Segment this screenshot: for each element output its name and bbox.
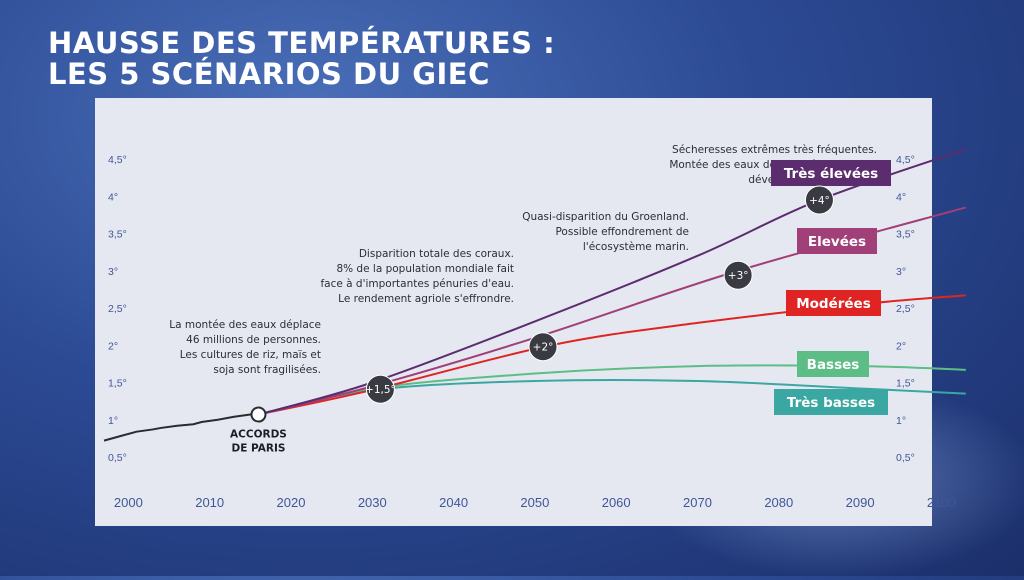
y-tick-label-right: 4° bbox=[896, 191, 906, 203]
series-label-text: Très élevées bbox=[784, 166, 878, 182]
milestone-circle bbox=[723, 260, 753, 290]
x-tick-label: 2000 bbox=[114, 495, 143, 510]
y-tick-label-right: 0,5° bbox=[896, 452, 915, 464]
x-tick-label: 2090 bbox=[846, 495, 875, 510]
x-tick-label: 2030 bbox=[358, 495, 387, 510]
series-label-text: Très basses bbox=[787, 395, 875, 411]
y-tick-label-right: 1° bbox=[896, 415, 906, 427]
historical-line bbox=[103, 413, 259, 442]
series-label-box bbox=[771, 160, 891, 186]
x-tick-label: 2100 bbox=[927, 495, 956, 510]
milestone-marker: +3° bbox=[723, 260, 753, 290]
y-tick-label-left: 3° bbox=[108, 266, 118, 278]
y-axis-left: 0,5° 1° 1,5° 2° 2,5° 3° 3,5° 4° 4,5° bbox=[108, 154, 127, 464]
title-line-2: LES 5 SCÉNARIOS DU GIEC bbox=[48, 57, 490, 91]
series-label-box bbox=[786, 290, 881, 316]
milestone-circle bbox=[804, 185, 834, 215]
y-tick-label-right: 4,5° bbox=[896, 154, 915, 166]
y-tick-label-right: 3° bbox=[896, 266, 906, 278]
milestone-marker: +1,5° bbox=[365, 374, 396, 404]
y-tick-label-right: 1,5° bbox=[896, 378, 915, 390]
annotation-line: 46 millions de personnes. bbox=[186, 334, 321, 346]
page-title: HAUSSE DES TEMPÉRATURES : LES 5 SCÉNARIO… bbox=[48, 28, 555, 90]
y-tick-label-right: 2,5° bbox=[896, 303, 915, 315]
series-label-box bbox=[797, 228, 877, 254]
series-label-text: Modérées bbox=[796, 296, 871, 312]
y-tick-label-left: 1° bbox=[108, 415, 118, 427]
y-tick-label-left: 1,5° bbox=[108, 378, 127, 390]
milestone-marker: +2° bbox=[528, 332, 558, 362]
series-label-3: Basses bbox=[797, 351, 869, 377]
annotation-3: Quasi-disparition du Groenland. Possible … bbox=[522, 211, 689, 253]
milestone-label: +1,5° bbox=[365, 384, 396, 396]
x-tick-label: 2080 bbox=[764, 495, 793, 510]
title-line-1: HAUSSE DES TEMPÉRATURES : bbox=[48, 26, 556, 60]
series-labels: Très élevées Elevées Modérées Basses Très ba… bbox=[771, 160, 891, 415]
annotation-line: Possible effondrement de bbox=[555, 226, 689, 238]
milestone-circle bbox=[365, 374, 395, 404]
x-tick-label: 2060 bbox=[602, 495, 631, 510]
series-label-2: Modérées bbox=[786, 290, 881, 316]
annotation-line: 8% de la population mondiale fait bbox=[336, 263, 514, 275]
series-label-0: Très élevées bbox=[771, 160, 891, 186]
annotation-line: Disparition totale des coraux. bbox=[359, 248, 514, 260]
paris-label-line-1: ACCORDS bbox=[230, 429, 287, 441]
milestone-circle bbox=[528, 332, 558, 362]
series-label-box bbox=[774, 389, 888, 415]
x-tick-label: 2040 bbox=[439, 495, 468, 510]
series-label-text: Elevées bbox=[808, 234, 866, 250]
y-tick-label-right: 3,5° bbox=[896, 229, 915, 241]
x-tick-label: 2010 bbox=[195, 495, 224, 510]
series-label-text: Basses bbox=[807, 357, 860, 373]
y-tick-label-left: 2,5° bbox=[108, 303, 127, 315]
annotation-line: l'écosystème marin. bbox=[583, 241, 689, 253]
annotation-line: La montée des eaux déplace bbox=[169, 319, 321, 331]
series-label-box bbox=[797, 351, 869, 377]
x-axis: 2000 2010 2020 2030 2040 2050 2060 2070 2080 2090… bbox=[114, 495, 956, 510]
milestone-label: +2° bbox=[533, 342, 554, 354]
y-tick-label-right: 2° bbox=[896, 340, 906, 352]
annotation-line: soja sont fragilisées. bbox=[213, 364, 321, 376]
annotation-line: Les cultures de riz, maïs et bbox=[180, 349, 321, 361]
y-tick-label-left: 4° bbox=[108, 191, 118, 203]
series-label-1: Elevées bbox=[797, 228, 877, 254]
paris-marker-group: ACCORDS DE PARIS bbox=[230, 406, 287, 455]
annotation-line: Quasi-disparition du Groenland. bbox=[522, 211, 689, 223]
x-tick-label: 2020 bbox=[277, 495, 306, 510]
y-tick-label-left: 2° bbox=[108, 340, 118, 352]
paris-marker bbox=[250, 406, 267, 423]
series-label-4: Très basses bbox=[774, 389, 888, 415]
milestone-label: +4° bbox=[809, 195, 830, 207]
annotation-line: face à d'importantes pénuries d'eau. bbox=[320, 278, 514, 290]
annotation-2: Disparition totale des coraux. 8% de la p… bbox=[320, 248, 514, 305]
annotation-line: Sécheresses extrêmes très fréquentes. bbox=[672, 144, 877, 156]
y-tick-label-left: 3,5° bbox=[108, 229, 127, 241]
y-axis-right: 0,5° 1° 1,5° 2° 2,5° 3° 3,5° 4° 4,5° bbox=[896, 154, 915, 464]
x-tick-label: 2070 bbox=[683, 495, 712, 510]
x-tick-label: 2050 bbox=[520, 495, 549, 510]
y-tick-label-left: 4,5° bbox=[108, 154, 127, 166]
annotation-line: Le rendement agriole s'effrondre. bbox=[338, 293, 514, 305]
annotation-1: La montée des eaux déplace 46 millions de… bbox=[169, 319, 321, 376]
paris-label-line-2: DE PARIS bbox=[231, 443, 285, 455]
milestone-label: +3° bbox=[728, 270, 749, 282]
y-tick-label-left: 0,5° bbox=[108, 452, 127, 464]
milestone-markers: +1,5° +2° +3° +4° bbox=[365, 185, 834, 404]
milestone-marker: +4° bbox=[804, 185, 834, 215]
